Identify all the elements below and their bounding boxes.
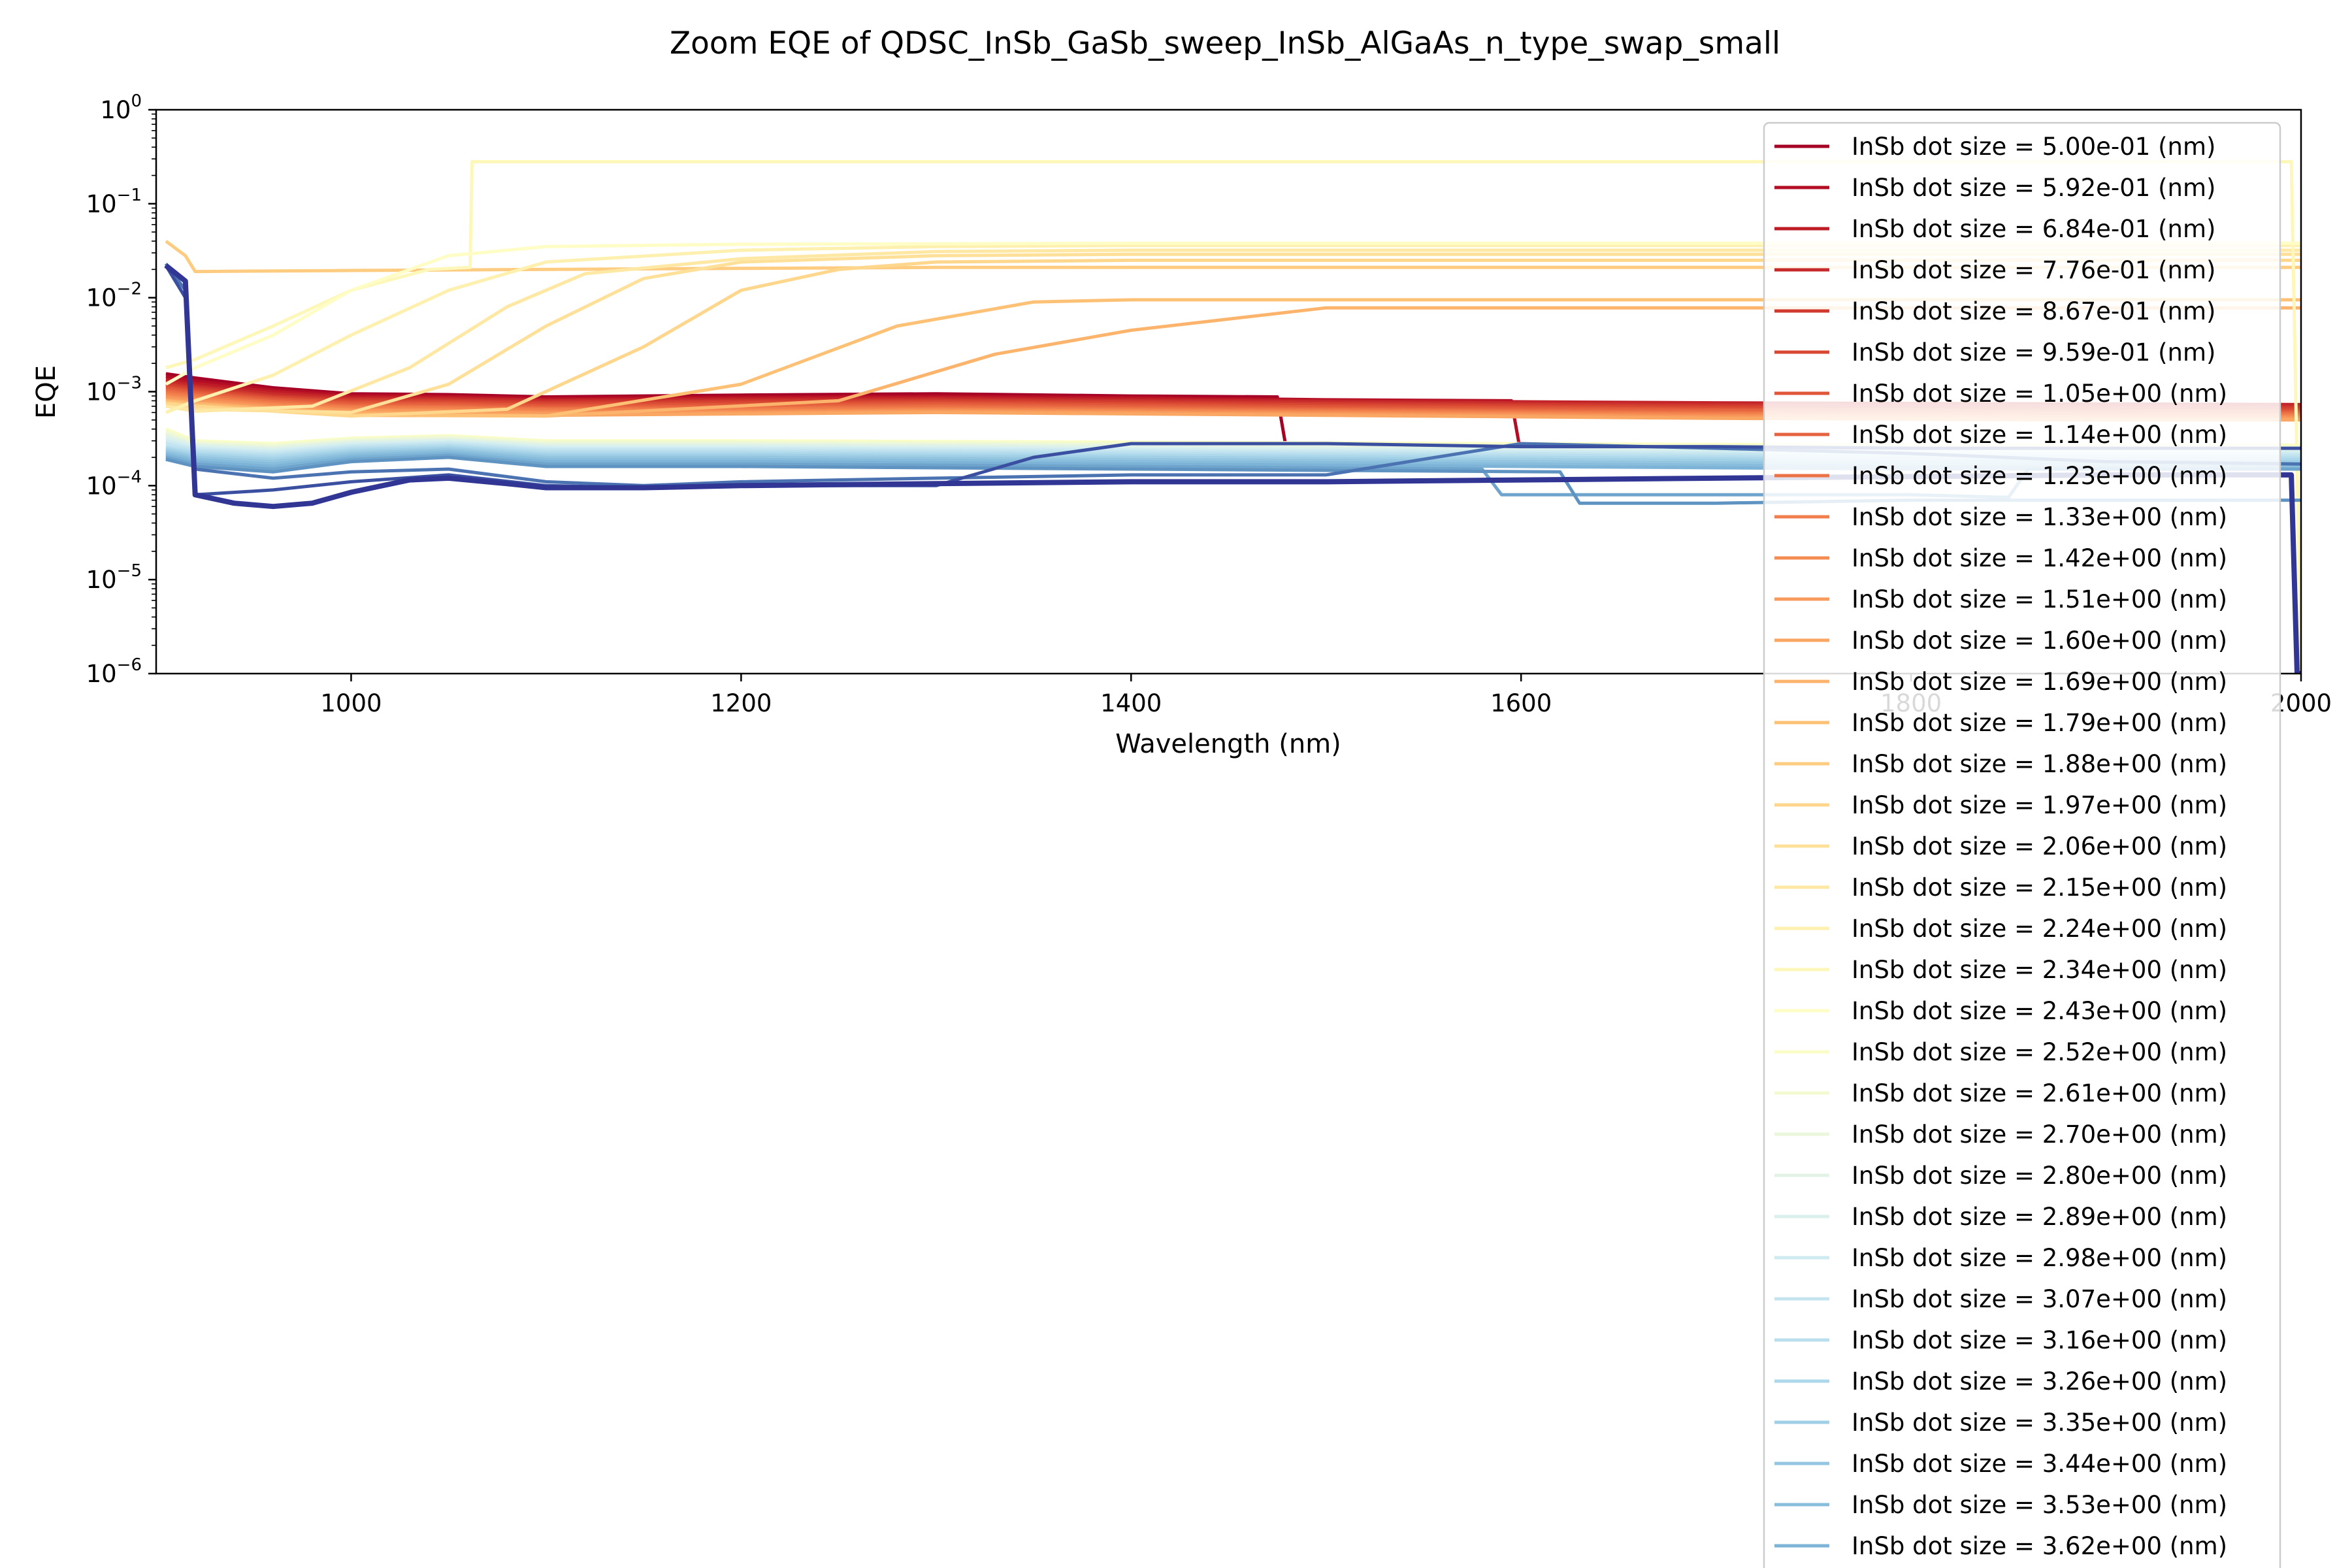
legend-label: InSb dot size = 6.84e-01 (nm) [1852,215,2215,243]
legend-label: InSb dot size = 2.15e+00 (nm) [1852,874,2227,902]
x-tick-label: 1200 [710,689,772,717]
series-line [165,451,2301,471]
series-line [165,445,2301,461]
x-tick-label: 1400 [1100,689,1162,717]
chart-title: Zoom EQE of QDSC_InSb_GaSb_sweep_InSb_Al… [670,25,1780,61]
y-axis-label: EQE [31,365,61,419]
legend-label: InSb dot size = 2.24e+00 (nm) [1852,915,2227,943]
y-tick-label: 10−2 [86,280,142,312]
legend-label: InSb dot size = 1.23e+00 (nm) [1852,462,2227,490]
legend-label: InSb dot size = 1.88e+00 (nm) [1852,750,2227,778]
legend-label: InSb dot size = 5.00e-01 (nm) [1852,133,2215,161]
legend-label: InSb dot size = 5.92e-01 (nm) [1852,174,2215,202]
legend-label: InSb dot size = 2.61e+00 (nm) [1852,1079,2227,1107]
legend-label: InSb dot size = 3.62e+00 (nm) [1852,1532,2227,1560]
legend-label: InSb dot size = 3.44e+00 (nm) [1852,1450,2227,1478]
legend-label: InSb dot size = 3.16e+00 (nm) [1852,1326,2227,1354]
legend-label: InSb dot size = 9.59e-01 (nm) [1852,338,2215,367]
legend-label: InSb dot size = 1.05e+00 (nm) [1852,380,2227,408]
y-tick-label: 10−3 [86,374,142,406]
x-tick-label: 1000 [320,689,382,717]
legend-label: InSb dot size = 1.60e+00 (nm) [1852,627,2227,655]
legend-label: InSb dot size = 1.33e+00 (nm) [1852,503,2227,531]
y-tick-label: 10−6 [86,655,142,688]
legend-label: InSb dot size = 1.42e+00 (nm) [1852,544,2227,572]
y-tick-label: 100 [100,91,142,124]
legend-label: InSb dot size = 2.98e+00 (nm) [1852,1244,2227,1272]
y-tick-label: 10−5 [86,561,142,594]
legend-label: InSb dot size = 3.53e+00 (nm) [1852,1491,2227,1519]
legend-label: InSb dot size = 1.79e+00 (nm) [1852,709,2227,737]
legend-label: InSb dot size = 2.52e+00 (nm) [1852,1038,2227,1066]
series-line [165,449,2301,468]
legend-label: InSb dot size = 1.51e+00 (nm) [1852,585,2227,613]
legend-label: InSb dot size = 1.97e+00 (nm) [1852,791,2227,819]
legend-label: InSb dot size = 8.67e-01 (nm) [1852,297,2215,325]
series-line [165,442,2301,457]
x-axis-label: Wavelength (nm) [1115,729,1341,759]
y-tick-label: 10−1 [86,186,142,218]
legend-label: InSb dot size = 2.06e+00 (nm) [1852,832,2227,860]
legend-label: InSb dot size = 1.69e+00 (nm) [1852,668,2227,696]
legend-label: InSb dot size = 3.35e+00 (nm) [1852,1409,2227,1437]
legend-label: InSb dot size = 2.70e+00 (nm) [1852,1120,2227,1149]
series-line [165,241,2301,386]
x-tick-label: 1600 [1490,689,1552,717]
legend-label: InSb dot size = 1.14e+00 (nm) [1852,421,2227,449]
legend-label: InSb dot size = 2.34e+00 (nm) [1852,956,2227,984]
legend-label: InSb dot size = 2.43e+00 (nm) [1852,997,2227,1025]
legend-label: InSb dot size = 7.76e-01 (nm) [1852,256,2215,284]
series-line [165,448,2301,466]
legend-label: InSb dot size = 3.07e+00 (nm) [1852,1285,2227,1313]
legend-label: InSb dot size = 2.89e+00 (nm) [1852,1203,2227,1231]
y-axis-ticks: 10−6 10−5 10−4 10−3 10−2 10−1 100 [86,91,156,688]
y-tick-label: 10−4 [86,467,142,500]
legend: InSb dot size = 5.00e-01 (nm) InSb dot si… [1763,122,2281,1568]
legend-label: InSb dot size = 3.26e+00 (nm) [1852,1367,2227,1396]
series-line [165,443,2301,459]
series-line [165,446,2301,464]
legend-label: InSb dot size = 2.80e+00 (nm) [1852,1162,2227,1190]
legend-box [1763,122,2281,1568]
